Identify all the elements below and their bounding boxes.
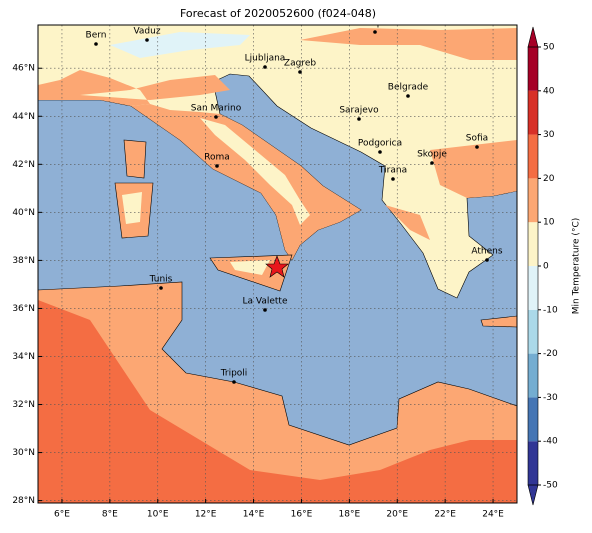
colorbar-label: Min Temperature (°C) xyxy=(572,218,582,315)
x-tick-label: 22°E xyxy=(434,510,456,520)
colorbar-extend-top xyxy=(527,26,539,48)
city-dot xyxy=(357,117,361,121)
colorbar-segment xyxy=(528,90,538,135)
colorbar-tick-label: 50 xyxy=(543,43,555,53)
island-interior xyxy=(230,260,270,275)
y-tick-label: 36°N xyxy=(12,304,35,314)
land-hot xyxy=(38,300,517,503)
y-tick-label: 30°N xyxy=(12,448,35,458)
land-cold xyxy=(110,32,250,58)
city-label: Zagreb xyxy=(284,59,316,69)
city-label: Ljubljana xyxy=(245,54,286,64)
colorbar-tick-label: 30 xyxy=(543,130,555,140)
city-label: San Marino xyxy=(191,104,242,114)
colorbar-segment xyxy=(528,134,538,179)
city-dot xyxy=(391,177,395,181)
city-label: Tirana xyxy=(378,166,407,176)
x-tick-label: 6°E xyxy=(54,510,70,520)
x-tick-label: 14°E xyxy=(243,510,265,520)
colorbar-segment xyxy=(528,353,538,398)
city-label: Skopje xyxy=(417,150,447,160)
city-dot xyxy=(145,38,149,42)
city-dot xyxy=(475,145,479,149)
y-tick-label: 34°N xyxy=(12,352,35,362)
x-tick-label: 8°E xyxy=(102,510,118,520)
city-label: Podgorica xyxy=(358,139,402,149)
x-tick-label: 18°E xyxy=(339,510,361,520)
map-frame xyxy=(37,24,518,504)
event-star xyxy=(265,255,289,278)
city-dot xyxy=(263,65,267,69)
city-dot xyxy=(406,94,410,98)
city-label: Bern xyxy=(86,31,107,41)
colorbar-segment xyxy=(528,441,538,485)
city-label: Belgrade xyxy=(388,83,429,93)
island-interior xyxy=(122,192,142,224)
city-dot xyxy=(430,161,434,165)
x-tick-label: 10°E xyxy=(147,510,169,520)
city-dot xyxy=(232,380,236,384)
city-dot xyxy=(159,286,163,290)
colorbar-tick-label: 10 xyxy=(543,218,555,228)
city-dot xyxy=(378,150,382,154)
city-label: Budapest xyxy=(354,19,397,29)
city-dot xyxy=(263,308,267,312)
colorbar-extend-bottom xyxy=(527,484,539,506)
colorbar-tick-label: -30 xyxy=(543,393,558,403)
city-label: Sofia xyxy=(466,134,488,144)
colorbar-tick-label: 40 xyxy=(543,86,555,96)
city-label: Sarajevo xyxy=(339,106,379,116)
city-label: Tripoli xyxy=(220,369,248,379)
colorbar-segment xyxy=(528,397,538,442)
y-tick-label: 40°N xyxy=(12,208,35,218)
colorbar-segment xyxy=(528,222,538,266)
colorbar-segment xyxy=(528,178,538,223)
colorbar-tick-label: -50 xyxy=(543,481,558,491)
city-dot xyxy=(94,42,98,46)
colorbar-segment xyxy=(528,266,538,310)
colorbar-tick-label: 0 xyxy=(543,262,549,272)
city-label: La Valette xyxy=(243,297,288,307)
y-tick-label: 44°N xyxy=(12,112,35,122)
city-label: Tunis xyxy=(149,275,173,285)
map-title: Forecast of 2020052600 (f024-048) xyxy=(180,7,376,20)
y-tick-label: 46°N xyxy=(12,64,35,74)
colorbar-tick-label: -40 xyxy=(543,437,558,447)
y-tick-label: 42°N xyxy=(12,160,35,170)
city-dot xyxy=(373,30,377,34)
colorbar-tick-label: -20 xyxy=(543,349,558,359)
x-tick-label: 20°E xyxy=(386,510,408,520)
y-tick-label: 28°N xyxy=(12,496,35,506)
x-tick-label: 16°E xyxy=(291,510,313,520)
axes: 6°E 8°E 10°E 12°E 14°E 16°E 18°E 20°E 22°E 24°E 28… xyxy=(12,64,504,520)
land-warm xyxy=(38,28,517,240)
y-tick-label: 38°N xyxy=(12,256,35,266)
city-label: Roma xyxy=(204,153,230,163)
city-label: Vaduz xyxy=(133,27,160,37)
colorbar-segment xyxy=(528,309,538,354)
city-dot xyxy=(298,70,302,74)
city-dot xyxy=(214,115,218,119)
y-tick-label: 32°N xyxy=(12,400,35,410)
city-label: Athens xyxy=(471,247,502,257)
city-dot xyxy=(215,164,219,168)
colorbar-tick-label: 20 xyxy=(543,174,555,184)
colorbar-segment xyxy=(528,47,538,91)
city-dot xyxy=(485,258,489,262)
island xyxy=(123,139,147,179)
colorbar: -50 -40 -30 -20 -10 0 10 20 30 40 50 xyxy=(527,26,558,506)
land-cool xyxy=(200,118,310,225)
island xyxy=(480,315,517,328)
x-tick-label: 12°E xyxy=(195,510,217,520)
colorbar-tick-label: -10 xyxy=(543,305,558,315)
x-tick-label: 24°E xyxy=(482,510,504,520)
